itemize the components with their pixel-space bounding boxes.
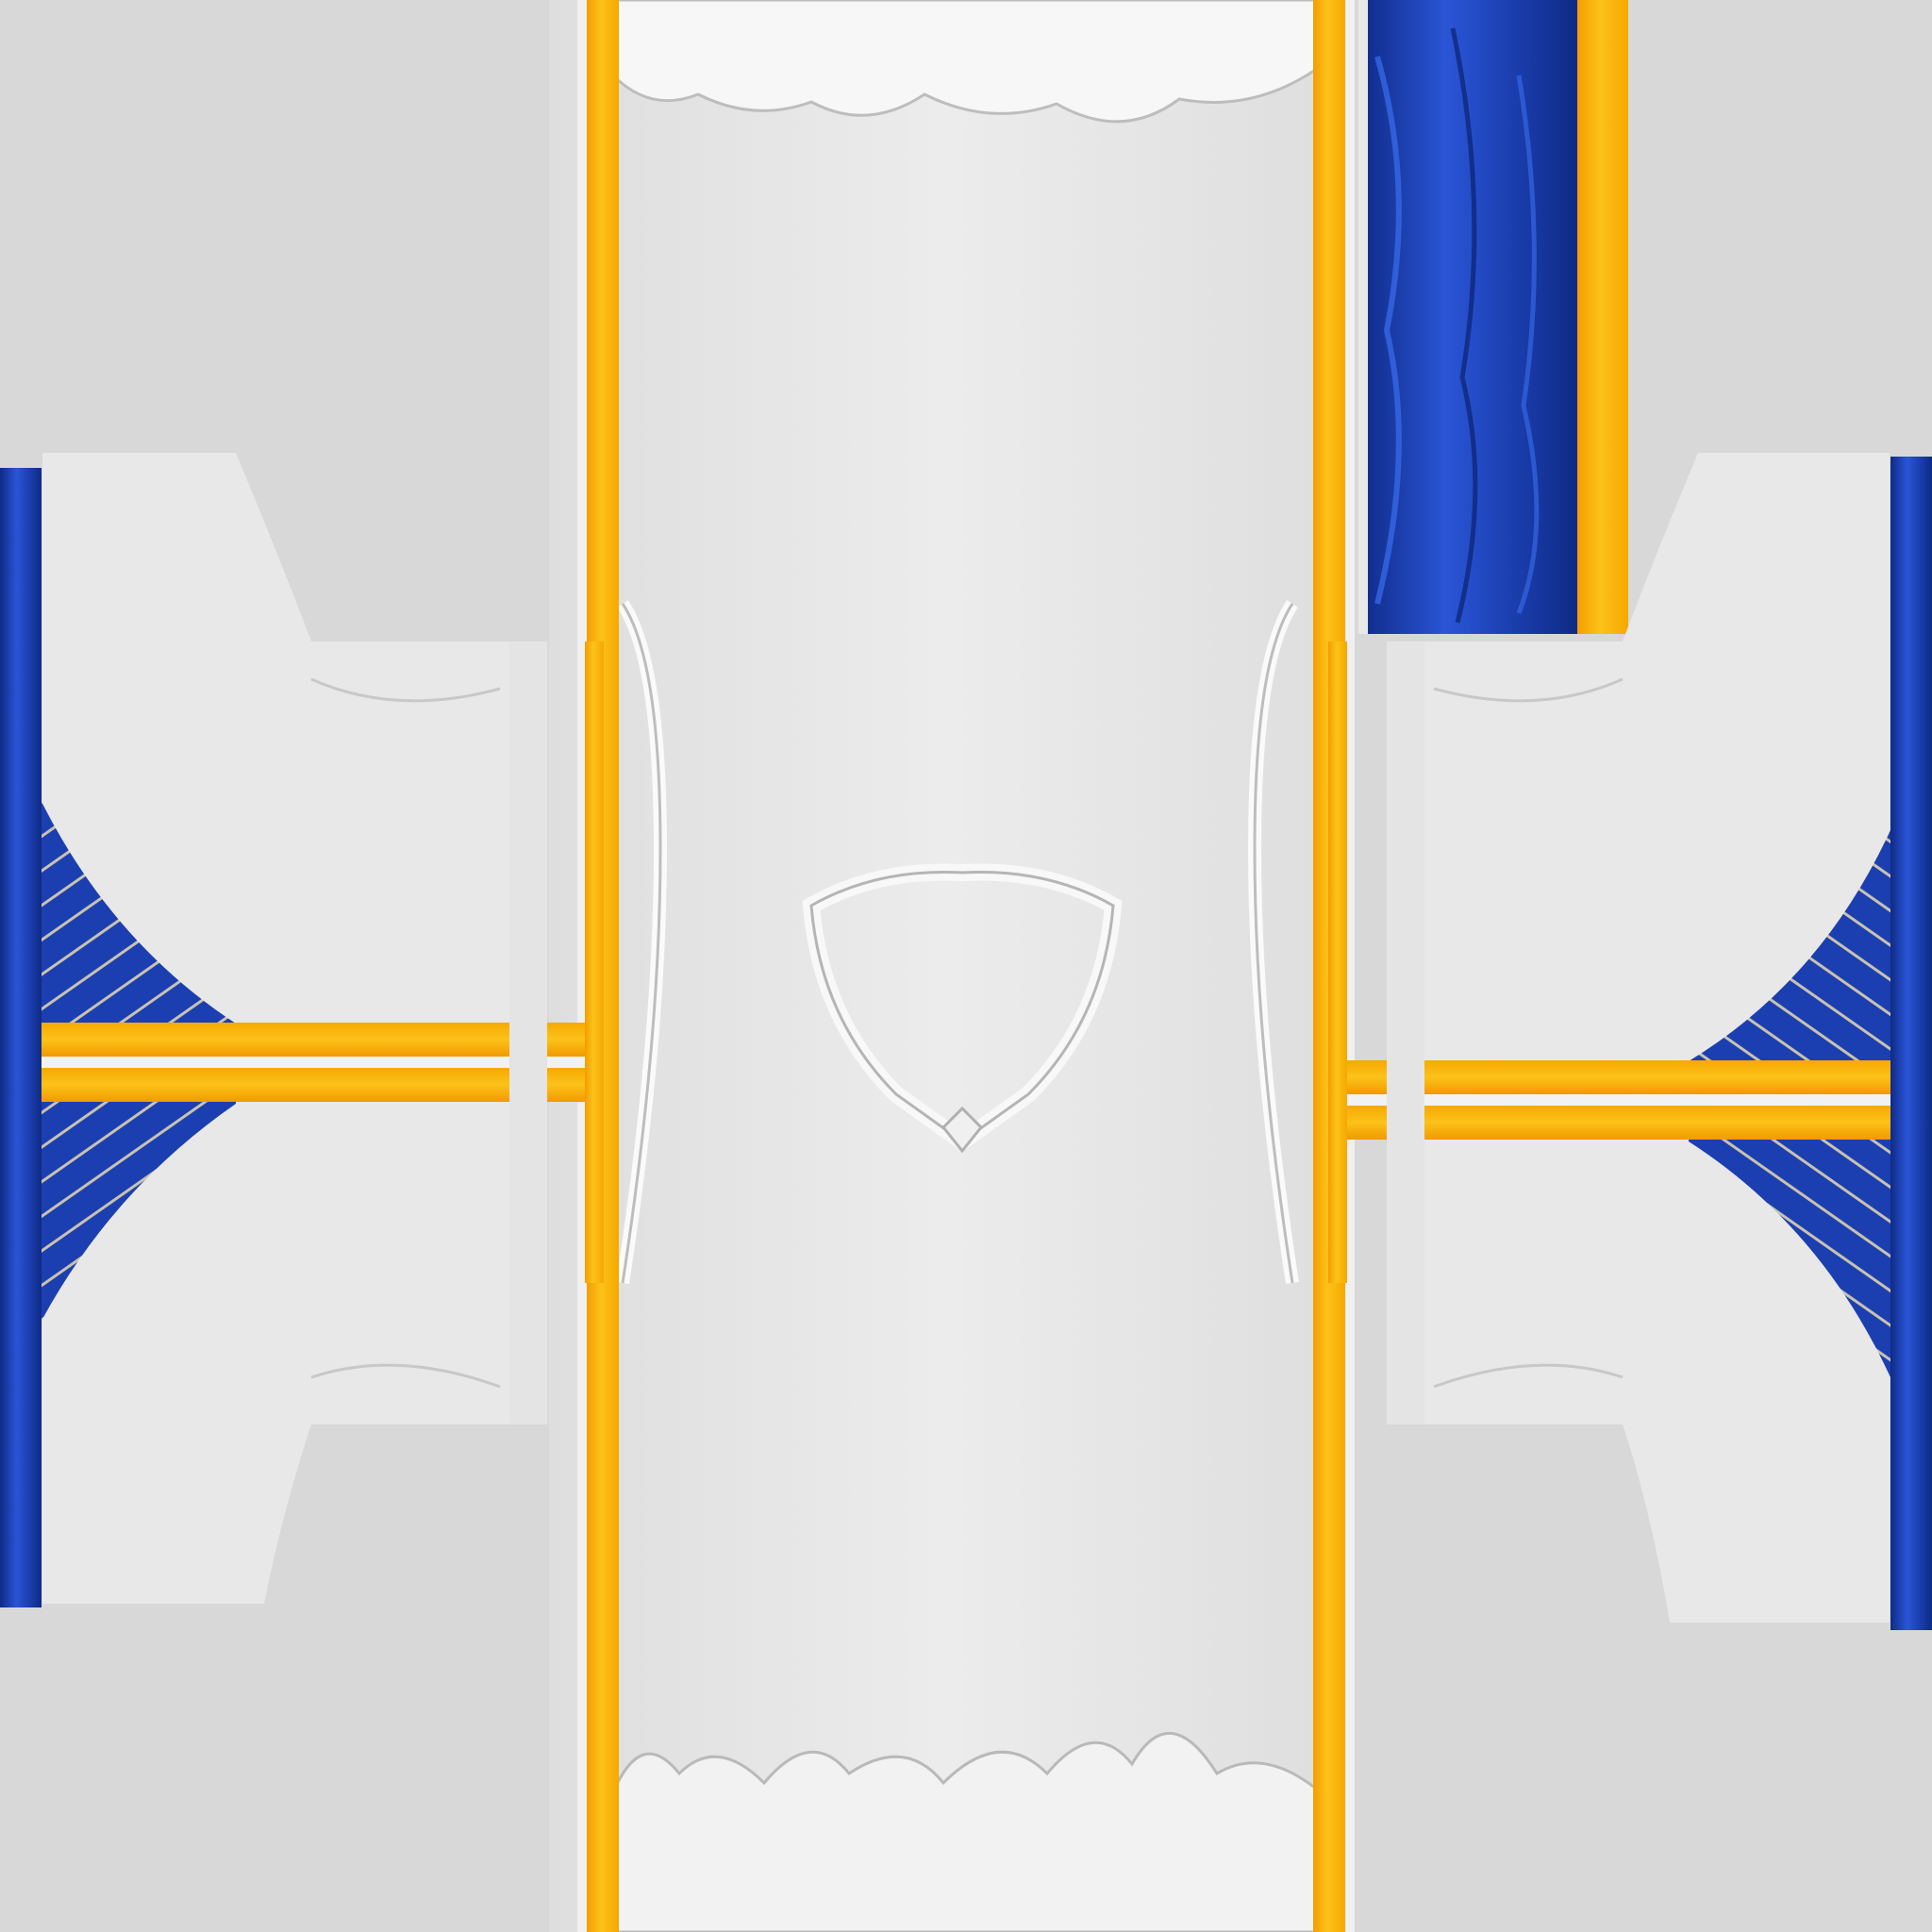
body-panel — [549, 0, 1343, 1932]
right-sleeve-stripe-bottom — [1345, 1106, 1890, 1140]
collar-notch — [941, 1106, 984, 1154]
left-sleeve-stripe-top — [42, 1023, 585, 1057]
right-sleeve-seam-trim — [1328, 641, 1347, 1283]
left-sleeve-stripe-bottom — [42, 1068, 585, 1102]
right-sleeve-accent-bar — [1890, 457, 1932, 1630]
left-sleeve-accent-bar — [0, 468, 42, 1607]
crest-outline — [802, 863, 1123, 1154]
left-sleeve-seam-trim — [585, 641, 604, 1283]
left-sleeve — [0, 453, 604, 1607]
right-sleeve — [1328, 453, 1932, 1630]
hem-bottom-crease — [602, 1731, 1323, 1932]
collar-top-crease — [602, 0, 1323, 124]
collar-accent-block — [1358, 0, 1628, 634]
right-sleeve-stripe-top — [1345, 1060, 1890, 1094]
